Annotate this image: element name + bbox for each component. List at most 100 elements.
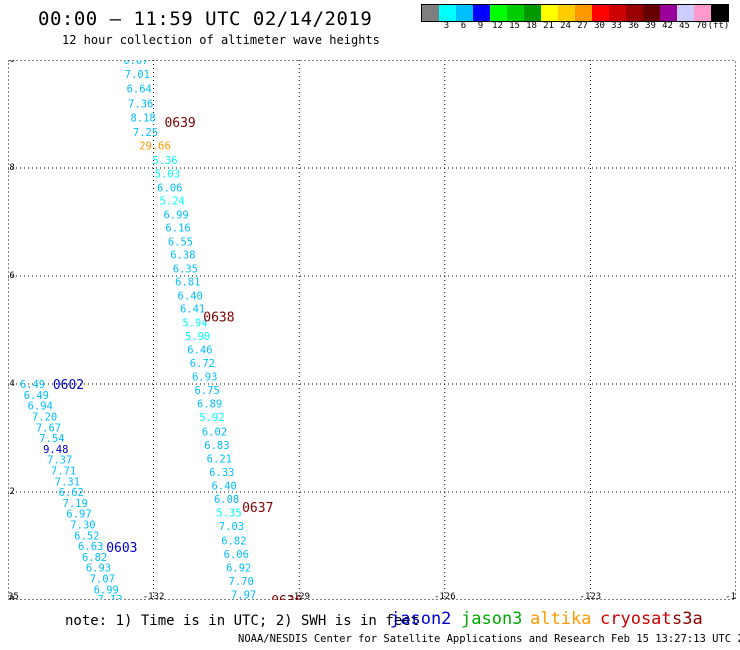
wave-height-value: 6.02: [202, 427, 227, 439]
y-tick-label: 20: [8, 60, 15, 65]
track-time-label: 0637: [242, 501, 273, 516]
color-swatch: [490, 5, 507, 21]
legend-item-cryosat: cryosat: [600, 609, 672, 629]
color-swatch: [473, 5, 490, 21]
wave-height-value: 6.46: [187, 345, 212, 357]
wave-height-value: 6.49: [24, 390, 49, 402]
color-scale-label: 33: [611, 21, 622, 31]
x-tick-label: -132: [143, 592, 165, 600]
wave-height-value: 7.01: [125, 69, 150, 81]
wave-height-value: 5.36: [152, 155, 177, 167]
wave-height-value: 7.31: [55, 476, 80, 488]
wave-height-value: 8.18: [130, 112, 155, 124]
wave-height-value: 5.92: [199, 412, 224, 424]
wave-height-map: -135 -132 -129 -126 -123 -120 20 18 16 14 12 10 6.07…: [0, 55, 740, 642]
wave-height-value: 9.48: [43, 444, 68, 456]
color-scale-label: 15: [509, 21, 520, 31]
color-swatch: [626, 5, 643, 21]
wave-height-value: 5.24: [160, 195, 185, 207]
wave-height-value: 7.20: [32, 411, 57, 423]
wave-height-value: 6.82: [221, 536, 246, 548]
wave-height-value: 6.63: [78, 541, 103, 553]
color-scale-label: (ft): [707, 21, 730, 31]
wave-height-value: 6.49: [20, 379, 45, 391]
wave-height-value: 6.99: [94, 584, 119, 596]
wave-height-value: 6.06: [157, 183, 182, 195]
wave-height-value: 6.94: [28, 401, 53, 413]
color-scale-label: 27: [577, 21, 588, 31]
color-scale-label: 12: [492, 21, 503, 31]
wave-height-value: 6.62: [59, 487, 84, 499]
track-time-label: 0636: [271, 594, 302, 600]
legend-item-jason2: jason2: [390, 609, 452, 629]
wave-height-value: 6.82: [82, 552, 107, 564]
wave-height-value: 6.41: [180, 303, 205, 315]
wave-height-value: 6.75: [195, 385, 220, 397]
legend-item-jason3: jason3: [461, 609, 523, 629]
wave-height-value: 6.72: [190, 358, 215, 370]
wave-height-value: 6.38: [170, 249, 195, 261]
track-time-label: 0603: [106, 541, 137, 556]
wave-height-value: 6.93: [192, 372, 217, 384]
note-text: note: 1) Time is in UTC; 2) SWH is in fe…: [65, 613, 420, 629]
color-scale-label: 21: [543, 21, 554, 31]
footer-credit: NOAA/NESDIS Center for Satellite Applica…: [238, 633, 740, 645]
wave-height-value: 7.13: [97, 594, 122, 600]
wave-height-value: 6.93: [86, 563, 111, 575]
color-scale-label: 3: [443, 21, 450, 31]
wave-height-value: 7.19: [63, 498, 88, 510]
color-swatch: [643, 5, 660, 21]
color-scale-label: 42: [662, 21, 673, 31]
wave-height-value: 5.35: [216, 508, 241, 520]
color-swatch: [660, 5, 677, 21]
wave-height-value: 7.30: [70, 519, 95, 531]
map-plot-area: -135 -132 -129 -126 -123 -120 20 18 16 14 12 10 6.07…: [0, 55, 740, 642]
wave-height-value: 6.33: [209, 467, 234, 479]
wave-height-value: 6.40: [178, 291, 203, 303]
color-scale-label: 36: [628, 21, 639, 31]
color-scale-label: 9: [477, 21, 484, 31]
wave-height-value: 7.97: [231, 590, 256, 600]
wave-height-value: 5.94: [182, 318, 207, 330]
color-swatch: [541, 5, 558, 21]
wave-height-value: 6.06: [224, 549, 249, 561]
track-time-label: 0639: [164, 116, 195, 131]
x-tick-label: -129: [288, 592, 310, 600]
wave-height-value: 7.67: [36, 422, 61, 434]
y-tick-label: 18: [8, 163, 15, 173]
x-tick-label: -135: [8, 592, 19, 600]
wave-height-value: 7.07: [90, 573, 115, 585]
color-swatch: [558, 5, 575, 21]
color-scale-label: 6: [460, 21, 467, 31]
color-scale-label: 39: [645, 21, 656, 31]
wave-height-value: 7.70: [229, 576, 254, 588]
track-time-label: 0638: [203, 311, 234, 326]
wave-height-value: 7.54: [39, 433, 64, 445]
color-swatch: [456, 5, 473, 21]
color-swatch: [575, 5, 592, 21]
legend-item-s3a: s3a: [672, 609, 703, 629]
wave-height-value: 7.37: [47, 455, 72, 467]
page-title: 00:00 – 11:59 UTC 02/14/2019: [38, 8, 373, 30]
color-scale-label: 24: [560, 21, 571, 31]
color-swatch: [524, 5, 541, 21]
plot-border: [8, 60, 736, 600]
wave-height-value: 7.36: [128, 98, 153, 110]
color-swatch: [694, 5, 711, 21]
color-swatch: [422, 5, 439, 21]
wave-height-value: 6.92: [226, 563, 251, 575]
page-subtitle: 12 hour collection of altimeter wave hei…: [62, 33, 380, 47]
x-tick-label: -126: [434, 592, 456, 600]
y-tick-label: 14: [8, 379, 15, 389]
wave-height-value: 6.99: [163, 210, 188, 222]
y-tick-label: 16: [8, 271, 15, 281]
wave-height-value: 6.97: [66, 509, 91, 521]
wave-height-value: 6.16: [165, 222, 190, 234]
color-scale-label: 70: [696, 21, 707, 31]
x-tick-label: -120: [725, 592, 736, 600]
color-swatch: [439, 5, 456, 21]
color-scale-label: 30: [594, 21, 605, 31]
y-tick-label: 10: [8, 595, 15, 600]
color-scale-label: 45: [679, 21, 690, 31]
wave-height-value: 5.90: [185, 331, 210, 343]
